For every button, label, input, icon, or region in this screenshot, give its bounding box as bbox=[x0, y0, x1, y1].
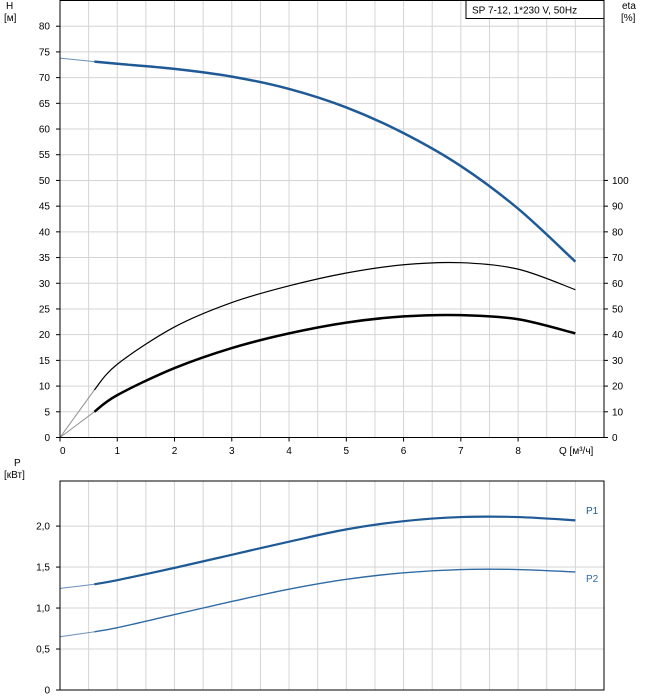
legend-p1: P1 bbox=[586, 506, 599, 517]
y-tick-label: 60 bbox=[39, 125, 51, 136]
x-tick-label: 2 bbox=[172, 446, 178, 457]
y2-tick-label: 50 bbox=[612, 304, 624, 315]
y-tick-label: 5 bbox=[44, 407, 50, 418]
x-tick-label: 5 bbox=[344, 446, 350, 457]
y-tick-label: 30 bbox=[39, 279, 51, 290]
eta-curve-1 bbox=[93, 261, 576, 391]
y2-axis-label-line2: [%] bbox=[621, 13, 636, 24]
x-axis-label: Q [м³/ч] bbox=[559, 446, 594, 457]
y-tick-label: 55 bbox=[39, 150, 51, 161]
y2-tick-label: 20 bbox=[612, 382, 624, 393]
x-tick-label: 8 bbox=[515, 446, 521, 457]
y2-axis-label-line1: eta bbox=[622, 1, 636, 12]
y-tick-label: 45 bbox=[39, 202, 51, 213]
y2-tick-label: 80 bbox=[612, 227, 624, 238]
y2-tick-label: 30 bbox=[612, 356, 624, 367]
eta-curve-2-extension bbox=[59, 411, 95, 438]
y-axis-label-bottom-line1: P bbox=[14, 458, 21, 469]
y-tick-label: 20 bbox=[39, 330, 51, 341]
y2-tick-label: 90 bbox=[612, 202, 624, 213]
y-axis-label-bottom-line2: [кВт] bbox=[4, 470, 25, 481]
y-tick-label: 15 bbox=[39, 356, 51, 367]
y-tick-label: 75 bbox=[39, 47, 51, 58]
chart-title-box bbox=[465, 0, 605, 19]
bottom-chart-frame bbox=[59, 480, 605, 691]
y-tick-label: 70 bbox=[39, 73, 51, 84]
y-tick-label: 50 bbox=[39, 176, 51, 187]
y-axis-label-top-line1: H bbox=[6, 1, 13, 12]
head-curve-extension bbox=[59, 57, 95, 63]
head-curve bbox=[94, 60, 577, 263]
y2-tick-label: 60 bbox=[612, 279, 624, 290]
eta-curve-2 bbox=[93, 313, 576, 413]
x-tick-label: 6 bbox=[401, 446, 407, 457]
x-tick-label: 4 bbox=[286, 446, 292, 457]
y-tick-label: 40 bbox=[39, 227, 51, 238]
y-tick-label: 35 bbox=[39, 253, 51, 264]
x-tick-label: 1 bbox=[114, 446, 120, 457]
y2-tick-label: 10 bbox=[612, 407, 624, 418]
p2-curve-extension bbox=[59, 631, 95, 638]
legend-p2: P2 bbox=[586, 574, 599, 585]
bottom-chart-grid bbox=[60, 481, 604, 690]
p1-curve bbox=[94, 515, 576, 586]
tick-labels: 0510152025303540455055606570758001020304… bbox=[36, 22, 629, 697]
p1-curve-extension bbox=[59, 583, 95, 589]
y-tick-label: 65 bbox=[39, 99, 51, 110]
top-chart-frame bbox=[59, 0, 605, 438]
y2-tick-label: 70 bbox=[612, 253, 624, 264]
y2-tick-label: 0 bbox=[612, 433, 618, 444]
eta-curve-1-extension bbox=[59, 389, 95, 438]
p-tick-label: 2,0 bbox=[36, 522, 50, 533]
x-tick-label: 7 bbox=[458, 446, 464, 457]
y2-tick-label: 100 bbox=[612, 176, 629, 187]
series-layer bbox=[59, 57, 577, 638]
x-tick-label: 3 bbox=[229, 446, 235, 457]
y2-tick-label: 40 bbox=[612, 330, 624, 341]
p2-curve bbox=[94, 568, 576, 633]
p-tick-label: 1,5 bbox=[36, 563, 50, 574]
chart-title: SP 7-12, 1*230 V, 50Hz bbox=[472, 6, 577, 17]
p-tick-label: 1,0 bbox=[36, 604, 50, 615]
y-tick-label: 80 bbox=[39, 22, 51, 33]
p-tick-label: 0 bbox=[44, 686, 50, 697]
y-tick-label: 25 bbox=[39, 304, 51, 315]
y-tick-label: 10 bbox=[39, 382, 51, 393]
y-axis-label-top-line2: [м] bbox=[4, 13, 17, 24]
y-tick-label: 0 bbox=[44, 433, 50, 444]
p-tick-label: 0,5 bbox=[36, 645, 50, 656]
x-tick-label: 0 bbox=[60, 446, 66, 457]
